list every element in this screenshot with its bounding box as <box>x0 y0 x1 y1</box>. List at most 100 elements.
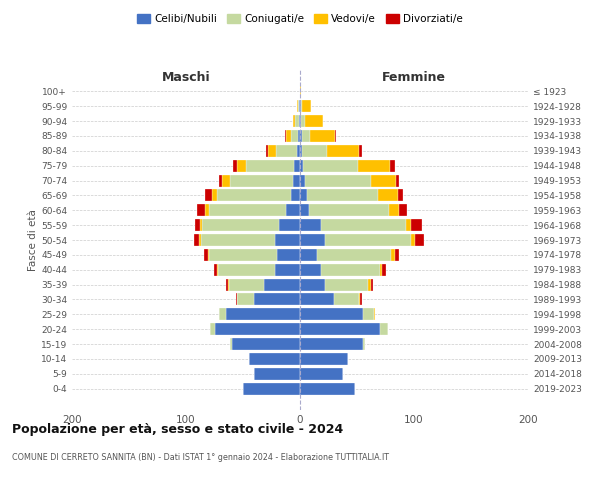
Bar <box>302 100 311 112</box>
Bar <box>358 160 390 172</box>
Bar <box>268 145 276 157</box>
Bar <box>377 190 398 202</box>
Bar <box>395 249 399 261</box>
Bar <box>298 130 300 142</box>
Bar <box>238 294 254 306</box>
Y-axis label: Anni di nascita: Anni di nascita <box>599 202 600 278</box>
Bar <box>300 249 317 261</box>
Bar <box>229 278 263 290</box>
Bar <box>254 368 300 380</box>
Bar <box>199 234 201 246</box>
Bar <box>305 174 371 186</box>
Bar <box>228 278 229 290</box>
Bar <box>215 323 300 335</box>
Bar <box>300 323 380 335</box>
Bar <box>296 145 300 157</box>
Bar <box>286 204 300 216</box>
Bar <box>300 100 301 112</box>
Bar <box>219 308 226 320</box>
Bar <box>300 382 355 394</box>
Bar <box>300 294 334 306</box>
Bar <box>209 204 286 216</box>
Bar <box>374 308 375 320</box>
Bar <box>217 264 218 276</box>
Bar <box>209 249 277 261</box>
Bar <box>275 234 300 246</box>
Bar <box>296 100 298 112</box>
Bar <box>285 130 286 142</box>
Bar <box>280 219 300 231</box>
Bar <box>362 308 374 320</box>
Bar <box>295 160 300 172</box>
Bar <box>371 174 396 186</box>
Bar <box>305 115 323 127</box>
Bar <box>286 130 291 142</box>
Bar <box>205 190 212 202</box>
Bar <box>301 115 305 127</box>
Bar <box>300 338 362 350</box>
Bar <box>226 308 300 320</box>
Text: Popolazione per età, sesso e stato civile - 2024: Popolazione per età, sesso e stato civil… <box>12 422 343 436</box>
Bar <box>382 264 386 276</box>
Bar <box>389 204 399 216</box>
Bar <box>361 294 362 306</box>
Bar <box>226 278 228 290</box>
Bar <box>410 234 415 246</box>
Bar <box>277 249 300 261</box>
Bar <box>230 338 232 350</box>
Bar <box>299 115 300 127</box>
Bar <box>320 264 380 276</box>
Bar <box>293 115 295 127</box>
Bar <box>200 219 202 231</box>
Bar <box>291 190 300 202</box>
Bar <box>300 130 302 142</box>
Bar <box>254 294 300 306</box>
Bar <box>300 86 301 98</box>
Bar <box>299 100 300 112</box>
Bar <box>236 294 238 306</box>
Bar <box>210 323 215 335</box>
Bar <box>230 174 293 186</box>
Bar <box>390 160 395 172</box>
Text: COMUNE DI CERRETO SANNITA (BN) - Dati ISTAT 1° gennaio 2024 - Elaborazione TUTTI: COMUNE DI CERRETO SANNITA (BN) - Dati IS… <box>12 452 389 462</box>
Bar <box>238 160 247 172</box>
Bar <box>202 219 280 231</box>
Bar <box>233 160 238 172</box>
Bar <box>309 204 389 216</box>
Bar <box>359 294 361 306</box>
Bar <box>276 145 296 157</box>
Bar <box>302 145 328 157</box>
Bar <box>298 100 299 112</box>
Bar <box>275 264 300 276</box>
Bar <box>300 204 309 216</box>
Bar <box>300 115 301 127</box>
Bar <box>295 115 299 127</box>
Bar <box>300 219 320 231</box>
Bar <box>368 278 371 290</box>
Bar <box>219 174 223 186</box>
Bar <box>243 382 300 394</box>
Bar <box>300 160 304 172</box>
Bar <box>249 353 300 365</box>
Bar <box>396 174 399 186</box>
Bar <box>205 204 209 216</box>
Bar <box>197 204 205 216</box>
Text: Maschi: Maschi <box>161 71 211 84</box>
Bar <box>310 130 335 142</box>
Bar <box>335 130 337 142</box>
Bar <box>212 190 217 202</box>
Bar <box>406 219 410 231</box>
Bar <box>415 234 424 246</box>
Bar <box>195 219 200 231</box>
Bar <box>266 145 268 157</box>
Bar <box>215 264 217 276</box>
Bar <box>362 338 365 350</box>
Bar <box>302 130 310 142</box>
Bar <box>325 234 410 246</box>
Bar <box>300 190 307 202</box>
Bar <box>359 145 362 157</box>
Bar <box>300 308 362 320</box>
Bar <box>301 100 302 112</box>
Bar <box>204 249 208 261</box>
Bar <box>300 234 325 246</box>
